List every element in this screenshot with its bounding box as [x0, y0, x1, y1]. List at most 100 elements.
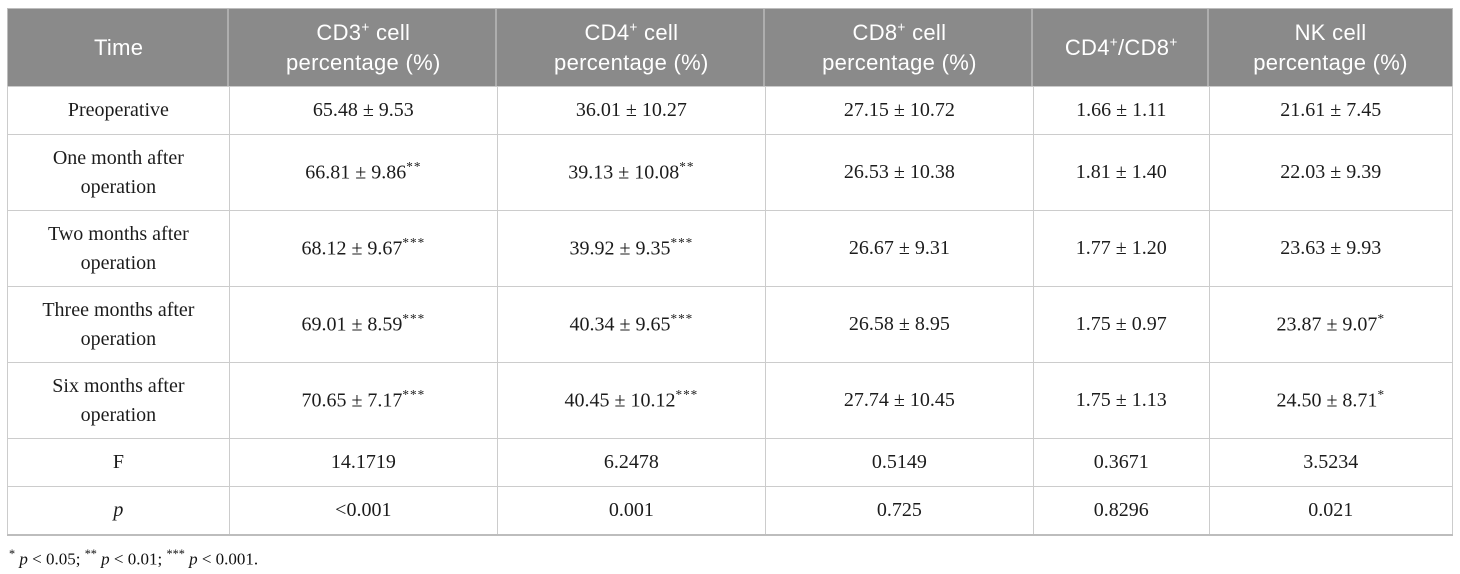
- significance-marker: ***: [675, 387, 699, 403]
- cell-value: 26.67 ± 9.31: [848, 237, 950, 259]
- cell-value: 23.87 ± 9.07: [1276, 313, 1378, 336]
- cell-p-value-cd8: 0.725: [764, 486, 1034, 535]
- cell-one-month-nk: 22.03 ± 9.39: [1208, 134, 1453, 211]
- table-header: Time CD3+ cell percentage (%) CD4+ cell perc…: [7, 8, 1453, 87]
- text-segment: cell: [905, 20, 947, 46]
- superscript-text: +: [1169, 34, 1178, 50]
- cell-value: 66.81 ± 9.86: [305, 161, 407, 184]
- cell-f-statistic-cd3: 14.1719: [228, 438, 498, 487]
- text-segment: CD4: [1064, 34, 1110, 60]
- cell-f-statistic-cd4-cd8-ratio: 0.3671: [1032, 438, 1210, 487]
- cell-three-months-cd8: 26.58 ± 8.95: [764, 286, 1034, 363]
- significance-marker: ***: [670, 235, 694, 251]
- cell-value: 22.03 ± 9.39: [1280, 161, 1382, 183]
- table-row-f-statistic: F 14.1719 6.2478 0.5149 0.3671 3.5234: [7, 438, 1453, 487]
- cell-value: 27.15 ± 10.72: [843, 99, 955, 121]
- row-label-three-months: Three months after operation: [7, 286, 230, 363]
- column-header-cd4: CD4+ cell percentage (%): [497, 8, 766, 87]
- column-header-cd8: CD8+ cell percentage (%): [765, 8, 1034, 87]
- cell-one-month-cd4: 39.13 ± 10.08**: [496, 134, 766, 211]
- cell-two-months-cd4: 39.92 ± 9.35***: [496, 210, 766, 287]
- cell-value: 65.48 ± 9.53: [312, 99, 414, 121]
- cell-value: <0.001: [335, 498, 392, 521]
- row-label-one-month: One month after operation: [7, 134, 230, 211]
- text-segment: Time: [94, 34, 144, 60]
- text-segment: p: [189, 549, 198, 569]
- cell-preoperative-nk: 21.61 ± 7.45: [1208, 86, 1453, 135]
- cell-value: 70.65 ± 7.17: [301, 389, 403, 412]
- text-segment: < 0.001.: [197, 549, 259, 569]
- cell-preoperative-cd4-cd8-ratio: 1.66 ± 1.11: [1032, 86, 1210, 135]
- table-row-one-month: One month after operation 66.81 ± 9.86** 3…: [7, 134, 1453, 211]
- cell-three-months-cd4-cd8-ratio: 1.75 ± 0.97: [1032, 286, 1210, 363]
- cell-value: 26.53 ± 10.38: [843, 161, 955, 183]
- cell-p-value-cd4: 0.001: [496, 486, 766, 535]
- significance-marker: **: [679, 159, 695, 175]
- cell-six-months-nk: 24.50 ± 8.71*: [1208, 362, 1453, 439]
- cell-value: 68.12 ± 9.67: [301, 237, 403, 260]
- cell-value: 0.8296: [1093, 498, 1149, 521]
- cell-value: 1.75 ± 0.97: [1075, 313, 1167, 335]
- cell-value: 69.01 ± 8.59: [301, 313, 403, 336]
- cell-three-months-cd3: 69.01 ± 8.59***: [228, 286, 498, 363]
- row-label-two-months: Two months after operation: [7, 210, 230, 287]
- cell-six-months-cd8: 27.74 ± 10.45: [764, 362, 1034, 439]
- text-segment: cell: [369, 20, 411, 46]
- cell-value: 21.61 ± 7.45: [1280, 99, 1382, 121]
- row-label-p-value: p: [7, 486, 230, 535]
- significance-marker: *: [1377, 311, 1386, 327]
- text-segment: CD3: [316, 20, 362, 46]
- cell-value: 27.74 ± 10.45: [843, 389, 955, 411]
- cell-value: 6.2478: [603, 451, 659, 473]
- cell-one-month-cd4-cd8-ratio: 1.81 ± 1.40: [1032, 134, 1210, 211]
- table-row-p-value: p <0.001 0.001 0.725 0.8296 0.021: [7, 486, 1453, 535]
- table-row-six-months: Six months after operation 70.65 ± 7.17**…: [7, 362, 1453, 439]
- cell-three-months-cd4: 40.34 ± 9.65***: [496, 286, 766, 363]
- cell-value: 1.66 ± 1.11: [1076, 99, 1167, 121]
- column-header-cd3: CD3+ cell percentage (%): [229, 8, 498, 87]
- superscript-text: +: [897, 20, 906, 36]
- header-row: Time CD3+ cell percentage (%) CD4+ cell perc…: [7, 8, 1453, 87]
- cell-value: 39.13 ± 10.08: [568, 161, 680, 184]
- significance-marker: **: [406, 159, 422, 175]
- cell-value: 39.92 ± 9.35: [569, 237, 671, 260]
- cell-value: 23.63 ± 9.93: [1280, 237, 1382, 259]
- text-segment: NK cell: [1294, 20, 1367, 46]
- immune-cell-table: Time CD3+ cell percentage (%) CD4+ cell perc…: [7, 8, 1453, 536]
- row-label-six-months: Six months after operation: [7, 362, 230, 439]
- superscript-text: ***: [166, 546, 185, 561]
- row-label-preoperative: Preoperative: [7, 86, 230, 135]
- cell-value: 0.3671: [1093, 451, 1149, 473]
- cell-f-statistic-nk: 3.5234: [1208, 438, 1453, 487]
- cell-value: 1.75 ± 1.13: [1075, 389, 1167, 411]
- cell-two-months-cd8: 26.67 ± 9.31: [764, 210, 1034, 287]
- cell-six-months-cd4: 40.45 ± 10.12***: [496, 362, 766, 439]
- cell-value: 36.01 ± 10.27: [575, 99, 687, 121]
- cell-f-statistic-cd8: 0.5149: [764, 438, 1034, 487]
- cell-value: 0.001: [608, 498, 654, 521]
- cell-two-months-cd3: 68.12 ± 9.67***: [228, 210, 498, 287]
- cell-value: 3.5234: [1303, 451, 1359, 473]
- significance-marker: ***: [402, 387, 426, 403]
- cell-p-value-cd3: <0.001: [228, 486, 498, 535]
- text-segment: < 0.01;: [109, 549, 167, 569]
- cell-one-month-cd3: 66.81 ± 9.86**: [228, 134, 498, 211]
- cell-preoperative-cd8: 27.15 ± 10.72: [764, 86, 1034, 135]
- column-header-nk: NK cell percentage (%): [1209, 8, 1453, 87]
- cell-value: 40.34 ± 9.65: [569, 313, 671, 336]
- text-segment: percentage (%): [822, 49, 977, 75]
- cell-three-months-nk: 23.87 ± 9.07*: [1208, 286, 1453, 363]
- table-row-two-months: Two months after operation 68.12 ± 9.67**…: [7, 210, 1453, 287]
- cell-p-value-cd4-cd8-ratio: 0.8296: [1032, 486, 1210, 535]
- text-segment: percentage (%): [1253, 49, 1408, 75]
- cell-f-statistic-cd4: 6.2478: [496, 438, 766, 487]
- text-segment: p: [19, 549, 28, 569]
- text-segment: percentage (%): [286, 49, 441, 75]
- superscript-text: **: [84, 546, 97, 561]
- cell-two-months-cd4-cd8-ratio: 1.77 ± 1.20: [1032, 210, 1210, 287]
- column-header-time: Time: [7, 8, 230, 87]
- text-segment: /CD8: [1118, 34, 1170, 60]
- table-footnote: * p < 0.05; ** p < 0.01; *** p < 0.001.: [9, 547, 1453, 570]
- table-row-preoperative: Preoperative 65.48 ± 9.53 36.01 ± 10.27 27.…: [7, 86, 1453, 135]
